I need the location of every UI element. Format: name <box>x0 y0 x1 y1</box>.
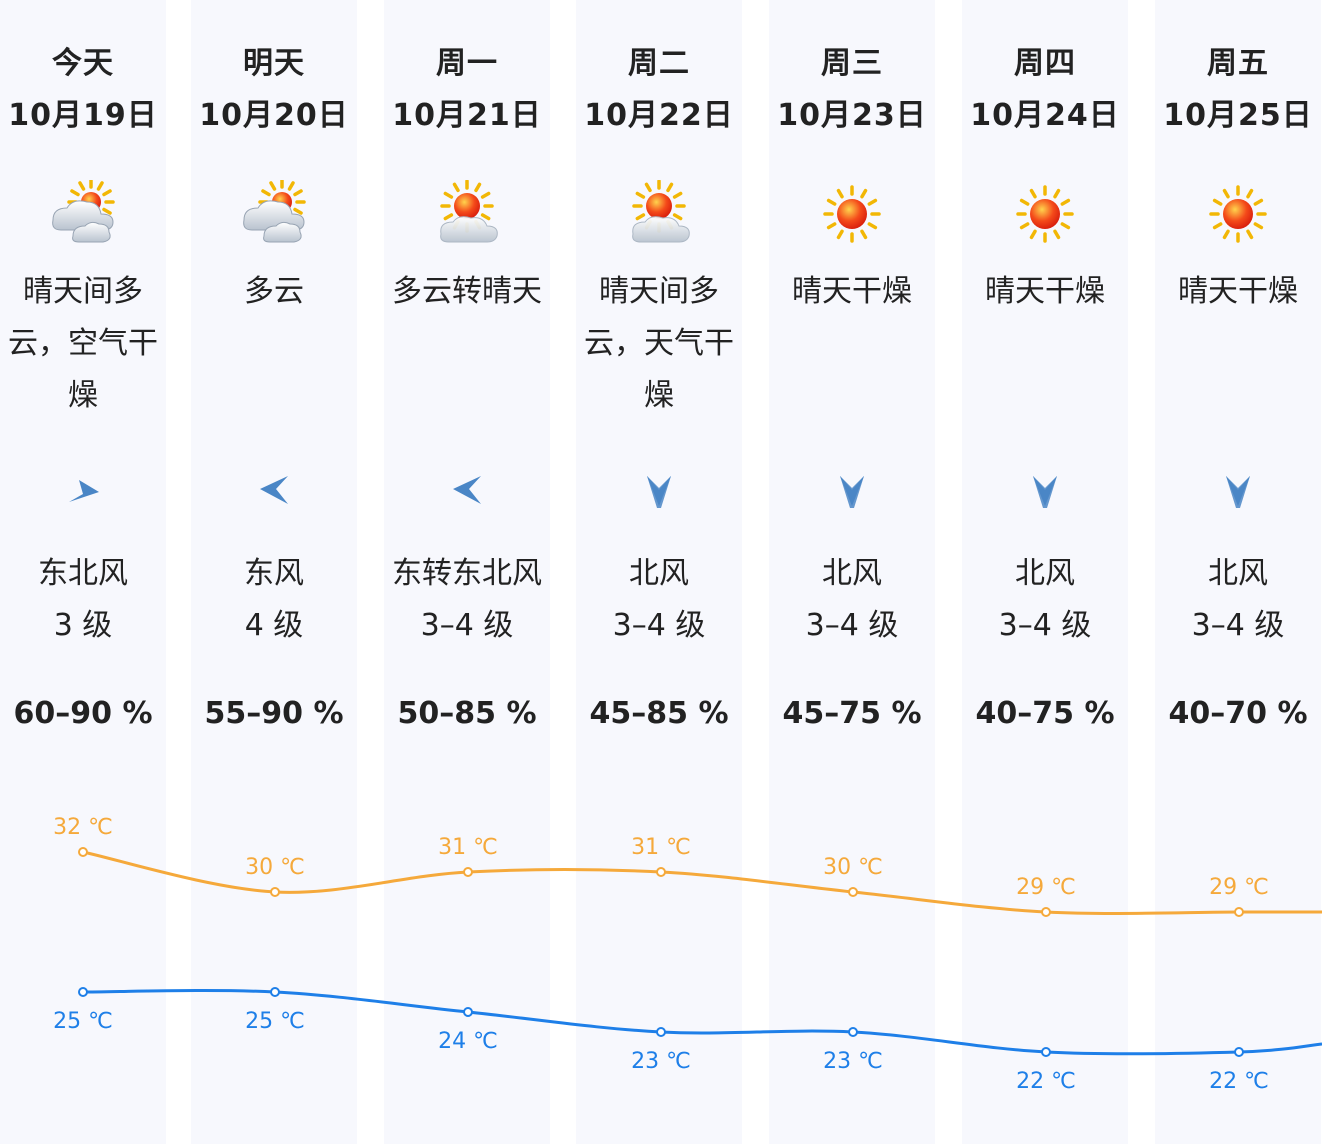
day-date: 10月23日 <box>777 98 927 133</box>
wind-direction: 北风 <box>1015 556 1075 591</box>
wind-level: 3–4 级 <box>805 608 899 643</box>
humidity: 45–75 % <box>782 696 922 731</box>
sunny-icon <box>1005 180 1085 250</box>
wind-arrow-north-icon <box>1025 468 1065 512</box>
day-name: 周四 <box>1014 46 1076 81</box>
wind-arrow-east-icon <box>254 468 294 512</box>
wind-direction: 北风 <box>822 556 882 591</box>
weather-description: 多云转晴天 <box>392 274 542 309</box>
day-name: 周三 <box>821 46 883 81</box>
day-name: 周五 <box>1207 46 1269 81</box>
wind-direction: 北风 <box>1208 556 1268 591</box>
humidity: 45–85 % <box>589 696 729 731</box>
partly-cloudy-sun-icon <box>234 178 314 250</box>
humidity: 50–85 % <box>397 696 537 731</box>
forecast-day-0: 今天 10月19日 晴天间多云，空气干燥 东北风 3 级 60–90 % <box>0 0 166 1144</box>
wind-direction: 东北风 <box>38 556 128 591</box>
sunny-icon <box>812 180 892 250</box>
day-date: 10月21日 <box>392 98 542 133</box>
forecast-day-3: 周二 10月22日 晴天间多云，天气干燥 北风 3–4 级 45–85 % <box>576 0 742 1144</box>
day-name: 明天 <box>243 46 305 81</box>
wind-level: 3–4 级 <box>612 608 706 643</box>
wind-level: 4 级 <box>244 608 304 643</box>
weather-description: 晴天干燥 <box>1178 274 1298 309</box>
wind-level: 3–4 级 <box>420 608 514 643</box>
weather-description: 晴天间多云，空气干燥 <box>8 274 158 413</box>
wind-level: 3–4 级 <box>1191 608 1285 643</box>
wind-arrow-north-icon <box>639 468 679 512</box>
wind-arrow-north-icon <box>1218 468 1258 512</box>
wind-arrow-north-icon <box>832 468 872 512</box>
weather-description: 晴天间多云，天气干燥 <box>584 274 734 413</box>
forecast-day-1: 明天 10月20日 多云 东风 4 级 55–90 % <box>191 0 357 1144</box>
day-name: 周一 <box>436 46 498 81</box>
weather-description: 晴天干燥 <box>985 274 1105 309</box>
wind-arrow-northeast-icon <box>63 468 103 512</box>
day-date: 10月25日 <box>1163 98 1313 133</box>
sunny-icon <box>1198 180 1278 250</box>
wind-level: 3–4 级 <box>998 608 1092 643</box>
day-date: 10月22日 <box>584 98 734 133</box>
cloudy-to-sunny-icon <box>619 179 699 250</box>
partly-cloudy-sun-icon <box>43 178 123 250</box>
weather-description: 多云 <box>244 274 304 309</box>
forecast-day-4: 周三 10月23日 晴天干燥 北风 3–4 级 45–75 % <box>769 0 935 1144</box>
day-date: 10月24日 <box>970 98 1120 133</box>
wind-direction: 北风 <box>629 556 689 591</box>
wind-level: 3 级 <box>53 608 113 643</box>
forecast-day-5: 周四 10月24日 晴天干燥 北风 3–4 级 40–75 % <box>962 0 1128 1144</box>
wind-direction: 东转东北风 <box>392 556 542 591</box>
wind-arrow-east-icon <box>447 468 487 512</box>
humidity: 40–70 % <box>1168 696 1308 731</box>
day-name: 周二 <box>628 46 690 81</box>
humidity: 55–90 % <box>204 696 344 731</box>
forecast-day-6: 周五 10月25日 晴天干燥 北风 3–4 级 40–70 % <box>1155 0 1321 1144</box>
day-date: 10月20日 <box>199 98 349 133</box>
wind-direction: 东风 <box>244 556 304 591</box>
humidity: 40–75 % <box>975 696 1115 731</box>
day-name: 今天 <box>52 46 114 81</box>
cloudy-to-sunny-icon <box>427 179 507 250</box>
weather-description: 晴天干燥 <box>792 274 912 309</box>
humidity: 60–90 % <box>13 696 153 731</box>
day-date: 10月19日 <box>8 98 158 133</box>
forecast-day-2: 周一 10月21日 多云转晴天 东转东北风 3–4 级 50–85 % <box>384 0 550 1144</box>
